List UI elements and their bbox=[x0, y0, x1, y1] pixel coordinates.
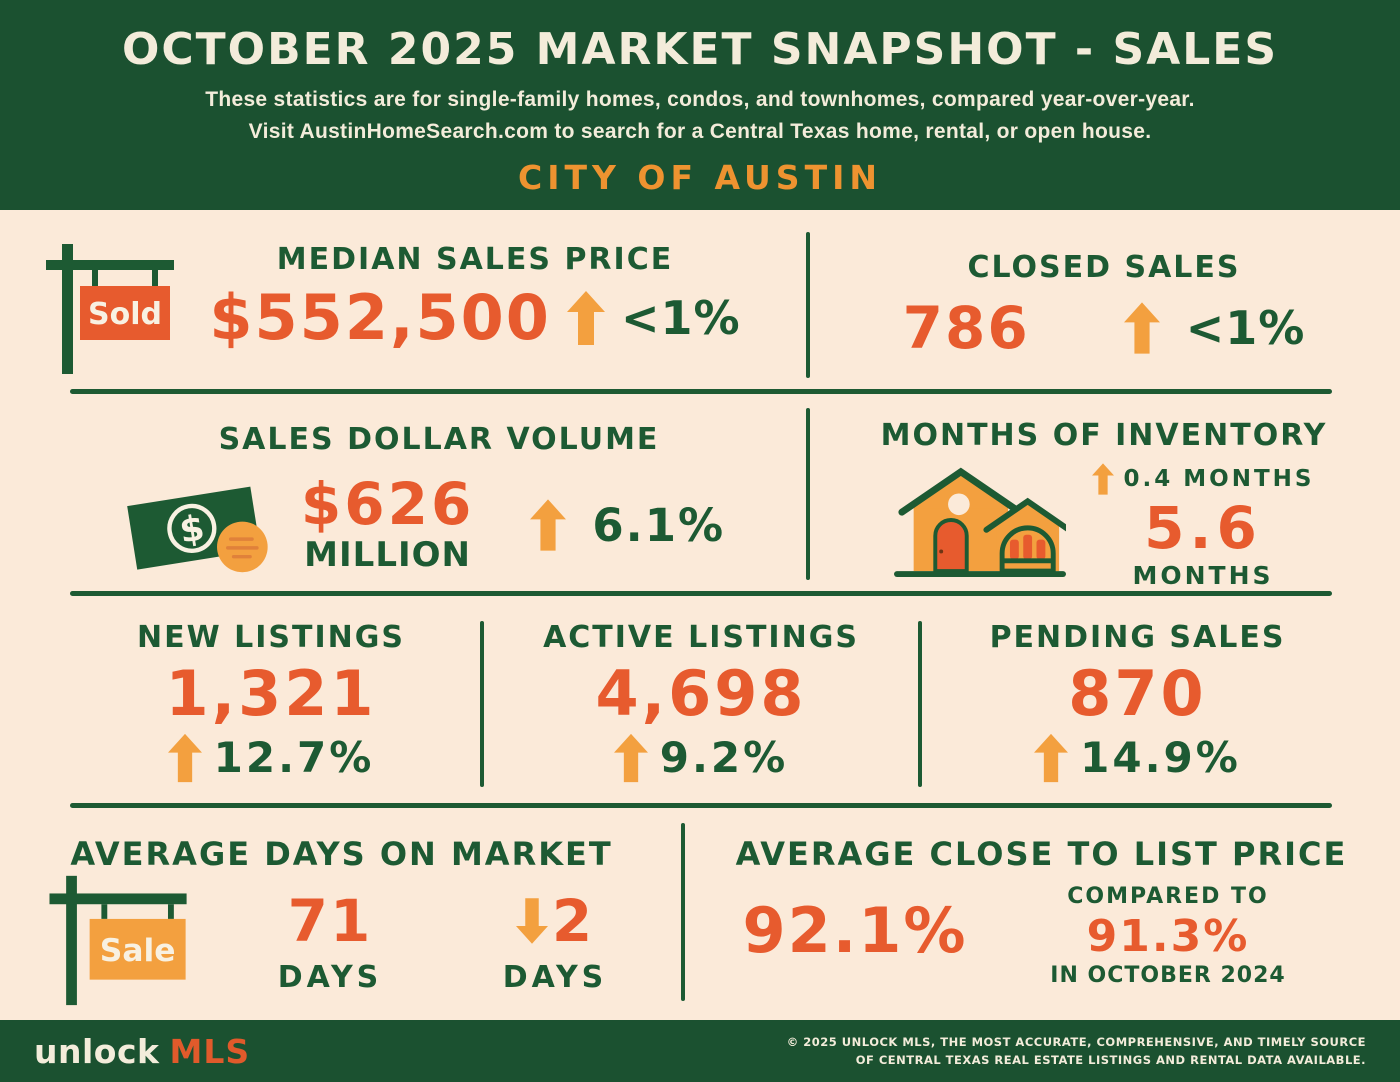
door bbox=[932, 518, 969, 574]
stat-change: 14.9% bbox=[1080, 733, 1241, 782]
stat-unit: DAYS bbox=[277, 960, 383, 995]
copyright-line-1: © 2025 UNLOCK MLS, THE MOST ACCURATE, CO… bbox=[786, 1034, 1366, 1049]
row-listings: NEW LISTINGS 1,321 12.7% ACTIVE LISTINGS… bbox=[0, 596, 1400, 803]
stat-change: <1% bbox=[620, 291, 741, 345]
round-window bbox=[947, 493, 970, 516]
stat-new-listings: NEW LISTINGS 1,321 12.7% bbox=[60, 620, 482, 783]
stat-label: ACTIVE LISTINGS bbox=[543, 620, 859, 655]
stat-change: <1% bbox=[1185, 301, 1306, 355]
stat-value: $626 bbox=[300, 470, 475, 538]
stat-unit: MONTHS bbox=[1132, 561, 1274, 590]
logo-mls-text: MLS bbox=[169, 1031, 251, 1071]
stat-value-group: $626 MILLION bbox=[301, 475, 474, 575]
stat-label: PENDING SALES bbox=[989, 620, 1286, 655]
stat-unit: MILLION bbox=[304, 535, 471, 575]
stat-change-unit: DAYS bbox=[502, 960, 608, 995]
stat-value-row: $552,500 <1% bbox=[175, 287, 775, 349]
stat-change-row: 2 bbox=[515, 887, 595, 955]
region-title: CITY OF AUSTIN bbox=[518, 158, 882, 197]
stat-change-unit: MONTHS bbox=[1183, 466, 1315, 492]
page-title: OCTOBER 2025 MARKET SNAPSHOT - SALES bbox=[121, 24, 1279, 75]
stat-value-row: $ $626 MILLION 6.1% bbox=[0, 469, 808, 581]
stat-label: NEW LISTINGS bbox=[137, 620, 405, 655]
unlock-mls-logo: unlock MLS bbox=[34, 1032, 250, 1071]
up-arrow-icon bbox=[1091, 463, 1114, 495]
stat-median-sales-price: MEDIAN SALES PRICE $552,500 <1% bbox=[175, 242, 775, 349]
stat-value: 870 bbox=[1068, 657, 1207, 730]
stat-change: 6.1% bbox=[592, 498, 726, 552]
stat-average-close-to-list-price: AVERAGE CLOSE TO LIST PRICE 92.1% COMPAR… bbox=[683, 808, 1400, 1020]
stat-value-group: 0.4 MONTHS 5.6 MONTHS bbox=[1091, 461, 1315, 590]
sold-sign-icon: Sold bbox=[46, 244, 174, 374]
sale-sign-icon: Sale bbox=[49, 875, 187, 1006]
stat-change-row: 12.7% bbox=[167, 733, 375, 783]
copyright-line-2: OF CENTRAL TEXAS REAL ESTATE LISTINGS AN… bbox=[855, 1053, 1366, 1067]
stat-value: 1,321 bbox=[165, 657, 377, 730]
row-days-closetolist: AVERAGE DAYS ON MARKET Sale 71 DAYS 2 bbox=[0, 808, 1400, 1020]
sale-sign-label: Sale bbox=[100, 933, 176, 969]
divider-row1 bbox=[806, 232, 810, 378]
copyright-text: © 2025 UNLOCK MLS, THE MOST ACCURATE, CO… bbox=[787, 1033, 1366, 1070]
stat-label: SALES DOLLAR VOLUME bbox=[218, 422, 660, 457]
divider-row2 bbox=[806, 408, 810, 580]
compare-period: IN OCTOBER 2024 bbox=[1050, 963, 1286, 989]
divider-row3-a bbox=[480, 621, 484, 787]
stat-value-row: 0.4 MONTHS 5.6 MONTHS bbox=[808, 461, 1400, 590]
stat-value: 71 bbox=[287, 887, 373, 955]
stat-change-row: 14.9% bbox=[1034, 733, 1241, 783]
stat-average-days-on-market: AVERAGE DAYS ON MARKET Sale 71 DAYS 2 bbox=[0, 808, 683, 1020]
sold-sign-label: Sold bbox=[88, 297, 162, 332]
stat-value-group: 71 DAYS bbox=[240, 892, 420, 995]
stat-pending-sales: PENDING SALES 870 14.9% bbox=[920, 620, 1355, 783]
compare-label: COMPARED TO bbox=[1067, 884, 1269, 909]
stat-label: MEDIAN SALES PRICE bbox=[276, 242, 674, 277]
stat-value: 4,698 bbox=[595, 657, 807, 730]
stat-change-row: 9.2% bbox=[613, 733, 789, 783]
stat-value-row: 786 <1% bbox=[808, 299, 1400, 357]
stat-compare-group: COMPARED TO 91.3% IN OCTOBER 2024 bbox=[1003, 884, 1333, 988]
row-median-closed: Sold MEDIAN SALES PRICE $552,500 <1% CLO… bbox=[0, 210, 1400, 389]
stat-sales-dollar-volume: SALES DOLLAR VOLUME $ $626 MILLION bbox=[0, 422, 808, 581]
divider-row4 bbox=[681, 823, 685, 1001]
stat-months-of-inventory: MONTHS OF INVENTORY bbox=[808, 418, 1400, 590]
divider-horizontal-2 bbox=[70, 591, 1332, 596]
divider-row3-b bbox=[918, 621, 922, 787]
stat-change-value: 2 bbox=[551, 887, 595, 955]
up-arrow-icon bbox=[167, 733, 202, 783]
stat-value: 5.6 bbox=[1144, 494, 1262, 562]
stat-value: 786 bbox=[902, 294, 1030, 362]
divider-horizontal-3 bbox=[70, 803, 1332, 808]
stat-active-listings: ACTIVE LISTINGS 4,698 9.2% bbox=[482, 620, 920, 783]
stat-label: AVERAGE DAYS ON MARKET bbox=[70, 835, 613, 873]
stat-change: 9.2% bbox=[659, 733, 789, 782]
down-arrow-icon bbox=[515, 898, 548, 944]
footer-band: unlock MLS © 2025 UNLOCK MLS, THE MOST A… bbox=[0, 1020, 1400, 1082]
stat-change: 12.7% bbox=[213, 733, 375, 782]
compare-value: 91.3% bbox=[1086, 911, 1250, 962]
subtitle-line-1: These statistics are for single-family h… bbox=[205, 88, 1195, 111]
up-arrow-icon bbox=[1123, 302, 1160, 354]
stat-change-group: 2 DAYS bbox=[460, 892, 650, 995]
stat-change-row: 0.4 MONTHS bbox=[1091, 463, 1315, 495]
stat-label: CLOSED SALES bbox=[967, 250, 1241, 285]
stat-label: AVERAGE CLOSE TO LIST PRICE bbox=[735, 835, 1348, 873]
stat-label: MONTHS OF INVENTORY bbox=[880, 418, 1328, 453]
stat-closed-sales: CLOSED SALES 786 <1% bbox=[808, 250, 1400, 357]
divider-horizontal-1 bbox=[70, 389, 1332, 394]
stat-value: 92.1% bbox=[742, 894, 968, 967]
up-arrow-icon bbox=[1034, 733, 1069, 783]
house-icon bbox=[893, 467, 1066, 578]
dollar-bill-icon: $ bbox=[127, 486, 268, 573]
header-band: OCTOBER 2025 MARKET SNAPSHOT - SALES The… bbox=[0, 0, 1400, 210]
up-arrow-icon bbox=[613, 733, 648, 783]
subtitle-line-2: Visit AustinHomeSearch.com to search for… bbox=[248, 120, 1152, 143]
stat-change-value: 0.4 bbox=[1123, 466, 1174, 492]
row-volume-inventory: SALES DOLLAR VOLUME $ $626 MILLION bbox=[0, 394, 1400, 591]
logo-unlock-text: unlock bbox=[34, 1031, 160, 1071]
up-arrow-icon bbox=[530, 499, 567, 551]
stat-value: $552,500 bbox=[209, 281, 551, 354]
up-arrow-icon bbox=[566, 291, 605, 345]
